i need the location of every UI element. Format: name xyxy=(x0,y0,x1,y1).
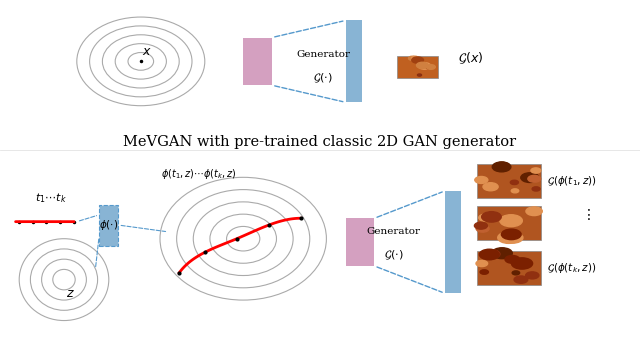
Circle shape xyxy=(492,248,512,259)
Circle shape xyxy=(511,258,532,269)
Circle shape xyxy=(408,64,416,69)
Circle shape xyxy=(483,183,498,191)
Circle shape xyxy=(505,255,520,263)
Circle shape xyxy=(492,162,511,172)
Circle shape xyxy=(479,249,499,260)
Circle shape xyxy=(514,276,528,283)
FancyBboxPatch shape xyxy=(397,56,438,78)
Text: Generator: Generator xyxy=(367,227,420,236)
Circle shape xyxy=(526,207,542,216)
Text: $x$: $x$ xyxy=(142,45,152,58)
Circle shape xyxy=(531,168,541,173)
Circle shape xyxy=(482,212,501,222)
FancyBboxPatch shape xyxy=(477,164,541,198)
Circle shape xyxy=(480,270,488,274)
Text: Generator: Generator xyxy=(296,50,350,59)
FancyBboxPatch shape xyxy=(346,20,362,102)
Circle shape xyxy=(525,272,539,279)
Circle shape xyxy=(404,65,412,69)
FancyBboxPatch shape xyxy=(477,206,541,240)
Circle shape xyxy=(532,187,540,191)
Circle shape xyxy=(501,229,521,240)
Circle shape xyxy=(404,72,410,75)
Text: $\mathcal{G}(\cdot)$: $\mathcal{G}(\cdot)$ xyxy=(384,249,403,262)
Circle shape xyxy=(528,175,541,182)
Circle shape xyxy=(502,232,523,243)
Circle shape xyxy=(521,173,539,182)
Text: $t_1 \cdots t_k$: $t_1 \cdots t_k$ xyxy=(35,191,67,205)
Text: $\mathcal{G}(\cdot)$: $\mathcal{G}(\cdot)$ xyxy=(314,72,333,85)
Text: $\mathcal{G}(x)$: $\mathcal{G}(x)$ xyxy=(458,50,483,66)
Text: MeVGAN with pre-trained classic 2D GAN generator: MeVGAN with pre-trained classic 2D GAN g… xyxy=(124,134,516,149)
Circle shape xyxy=(511,189,519,193)
FancyBboxPatch shape xyxy=(477,251,541,285)
Circle shape xyxy=(484,212,497,219)
Text: $\phi(\cdot)$: $\phi(\cdot)$ xyxy=(99,218,118,232)
Circle shape xyxy=(419,68,426,72)
Circle shape xyxy=(495,162,509,170)
FancyBboxPatch shape xyxy=(99,205,118,246)
Text: $\vdots$: $\vdots$ xyxy=(580,207,591,222)
Circle shape xyxy=(510,180,518,184)
Text: $z$: $z$ xyxy=(66,287,75,300)
Circle shape xyxy=(512,271,520,275)
FancyBboxPatch shape xyxy=(445,191,461,293)
Circle shape xyxy=(476,261,488,267)
Text: $\mathcal{G}(\phi(t_k,z))$: $\mathcal{G}(\phi(t_k,z))$ xyxy=(547,261,596,275)
Circle shape xyxy=(403,63,410,67)
Circle shape xyxy=(403,62,414,68)
Circle shape xyxy=(500,215,522,227)
Circle shape xyxy=(475,177,488,183)
Circle shape xyxy=(476,225,489,232)
Circle shape xyxy=(498,232,519,243)
FancyBboxPatch shape xyxy=(243,38,272,85)
Text: $\mathcal{G}(\phi(t_1,z))$: $\mathcal{G}(\phi(t_1,z))$ xyxy=(547,174,597,188)
Circle shape xyxy=(479,214,493,221)
Circle shape xyxy=(474,222,488,229)
FancyBboxPatch shape xyxy=(346,218,374,266)
Circle shape xyxy=(404,69,410,72)
Circle shape xyxy=(483,250,500,258)
Text: $\phi(t_1,z)\cdots\phi(t_k,z)$: $\phi(t_1,z)\cdots\phi(t_k,z)$ xyxy=(161,167,236,181)
Circle shape xyxy=(417,71,426,76)
